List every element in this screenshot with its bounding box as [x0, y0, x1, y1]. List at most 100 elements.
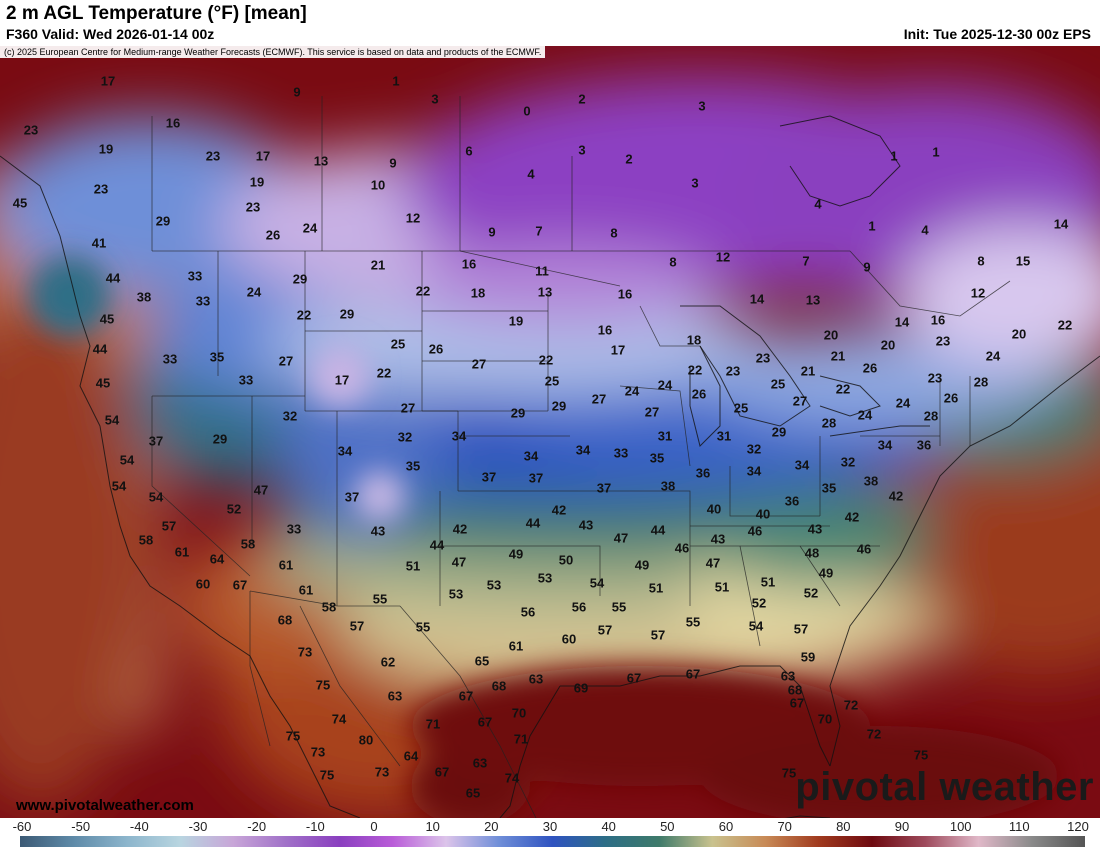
temperature-value: 45	[96, 375, 110, 390]
temperature-value: 33	[188, 268, 202, 283]
temperature-value: 4	[814, 196, 822, 211]
temperature-value: 55	[373, 591, 387, 606]
temperature-value: 63	[388, 688, 402, 703]
map-header: 2 m AGL Temperature (°F) [mean] F360 Val…	[0, 0, 1100, 46]
temperature-value: 47	[254, 482, 268, 497]
temperature-value: 16	[618, 286, 632, 301]
temperature-value: 8	[610, 225, 617, 240]
temperature-value: 27	[279, 353, 293, 368]
temperature-value: 19	[99, 141, 113, 156]
temperature-value: 23	[726, 363, 740, 378]
temperature-value: 15	[1016, 253, 1030, 268]
legend-tick: 110	[1009, 819, 1030, 834]
temperature-value: 25	[734, 400, 748, 415]
temperature-value: 32	[841, 454, 855, 469]
temperature-value: 9	[863, 259, 870, 274]
temperature-value: 68	[278, 612, 292, 627]
temperature-value: 29	[156, 213, 170, 228]
legend-tick: -30	[189, 819, 208, 834]
temperature-value: 67	[459, 688, 473, 703]
temperature-value: 57	[651, 627, 665, 642]
temperature-value: 34	[452, 428, 467, 443]
temperature-value: 3	[698, 98, 705, 113]
temperature-value: 23	[206, 148, 220, 163]
temperature-value: 24	[303, 220, 318, 235]
temperature-value: 27	[645, 404, 659, 419]
temperature-value: 54	[749, 618, 764, 633]
temperature-value: 1	[932, 144, 939, 159]
temperature-value: 57	[350, 618, 364, 633]
temperature-value: 70	[818, 711, 832, 726]
temperature-value: 51	[761, 574, 775, 589]
legend-tick: 10	[425, 819, 439, 834]
temperature-value: 29	[213, 431, 227, 446]
valid-time: F360 Valid: Wed 2026-01-14 00z	[6, 26, 215, 42]
temperature-value: 74	[332, 711, 347, 726]
temperature-value: 71	[514, 731, 528, 746]
temperature-value: 10	[371, 177, 385, 192]
temperature-value: 75	[914, 747, 928, 762]
temperature-value: 49	[635, 557, 649, 572]
temperature-value: 25	[771, 376, 785, 391]
temperature-value: 35	[210, 349, 224, 364]
temperature-value: 12	[971, 285, 985, 300]
legend-tick: -20	[247, 819, 266, 834]
temperature-value: 26	[692, 386, 706, 401]
legend-tick: 80	[836, 819, 850, 834]
temperature-value: 75	[316, 677, 330, 692]
temperature-value: 33	[239, 372, 253, 387]
temperature-value: 22	[1058, 317, 1072, 332]
temperature-value: 44	[430, 537, 445, 552]
temperature-value: 71	[426, 716, 440, 731]
temperature-value: 42	[453, 521, 467, 536]
temperature-value: 24	[986, 348, 1001, 363]
temperature-value: 32	[283, 408, 297, 423]
temperature-value: 19	[250, 174, 264, 189]
temperature-value: 42	[552, 502, 566, 517]
temperature-value: 7	[802, 253, 809, 268]
temperature-value: 40	[756, 506, 770, 521]
temperature-value: 67	[435, 764, 449, 779]
legend-tick: -50	[71, 819, 90, 834]
temperature-map[interactable]: 17 9 1 3 0 2 3 16 23 19 23 17 13 9 6 3 2 1 1 19 10 4 3 23 45 29 23…	[0, 46, 1100, 818]
temperature-value: 61	[509, 638, 523, 653]
temperature-value: 58	[139, 532, 153, 547]
temperature-value: 43	[579, 517, 593, 532]
temperature-value: 22	[377, 365, 391, 380]
temperature-value: 28	[822, 415, 836, 430]
temperature-value: 17	[611, 342, 625, 357]
temperature-value: 61	[175, 544, 189, 559]
temperature-value: 13	[314, 153, 328, 168]
brand-watermark: pivotal weather	[795, 765, 1094, 809]
temperature-value: 17	[256, 148, 270, 163]
temperature-value: 67	[790, 695, 804, 710]
temperature-value: 43	[711, 531, 725, 546]
temperature-value: 20	[824, 327, 838, 342]
temperature-value: 34	[576, 442, 591, 457]
website-link[interactable]: www.pivotalweather.com	[16, 797, 194, 814]
temperature-value: 16	[931, 312, 945, 327]
temperature-value: 54	[149, 489, 164, 504]
temperature-value: 68	[492, 678, 506, 693]
temperature-value: 47	[614, 530, 628, 545]
temperature-value: 29	[772, 424, 786, 439]
temperature-value: 16	[166, 115, 180, 130]
temperature-value: 52	[227, 501, 241, 516]
temperature-value: 23	[928, 370, 942, 385]
temperature-value: 34	[795, 457, 810, 472]
temperature-value: 72	[867, 726, 881, 741]
temperature-value: 13	[806, 292, 820, 307]
temperature-value: 24	[247, 284, 262, 299]
temperature-value: 60	[562, 631, 576, 646]
map-title: 2 m AGL Temperature (°F) [mean]	[6, 3, 307, 24]
temperature-value: 40	[707, 501, 721, 516]
temperature-value: 64	[210, 551, 225, 566]
temperature-value: 55	[416, 619, 430, 634]
temperature-value: 27	[401, 400, 415, 415]
temperature-value: 69	[574, 680, 588, 695]
temperature-value: 37	[149, 433, 163, 448]
temperature-value: 51	[406, 558, 420, 573]
temperature-value: 57	[794, 621, 808, 636]
temperature-value: 63	[781, 668, 795, 683]
legend-tick: 20	[484, 819, 498, 834]
